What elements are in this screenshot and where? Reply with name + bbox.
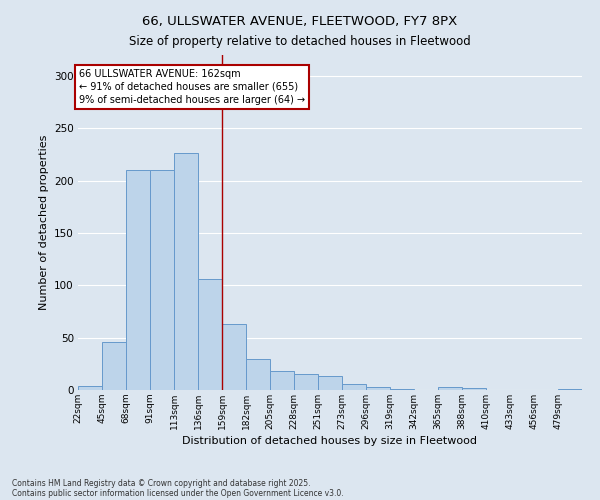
Text: 66, ULLSWATER AVENUE, FLEETWOOD, FY7 8PX: 66, ULLSWATER AVENUE, FLEETWOOD, FY7 8PX	[142, 15, 458, 28]
Bar	[150, 170, 174, 390]
Text: Contains HM Land Registry data © Crown copyright and database right 2025.: Contains HM Land Registry data © Crown c…	[12, 478, 311, 488]
Bar	[318, 376, 342, 390]
Bar	[222, 324, 246, 390]
Bar	[126, 170, 150, 390]
Bar	[462, 388, 486, 390]
Bar	[198, 279, 222, 390]
Bar	[174, 154, 198, 390]
Bar	[438, 387, 462, 390]
Bar	[78, 386, 102, 390]
Bar	[342, 384, 366, 390]
Text: Size of property relative to detached houses in Fleetwood: Size of property relative to detached ho…	[129, 35, 471, 48]
Text: Contains public sector information licensed under the Open Government Licence v3: Contains public sector information licen…	[12, 488, 344, 498]
Bar	[390, 389, 414, 390]
Bar	[558, 389, 582, 390]
Bar	[366, 387, 390, 390]
Y-axis label: Number of detached properties: Number of detached properties	[38, 135, 49, 310]
Text: 66 ULLSWATER AVENUE: 162sqm
← 91% of detached houses are smaller (655)
9% of sem: 66 ULLSWATER AVENUE: 162sqm ← 91% of det…	[79, 68, 305, 105]
Bar	[294, 374, 318, 390]
Bar	[270, 371, 294, 390]
Bar	[246, 358, 270, 390]
X-axis label: Distribution of detached houses by size in Fleetwood: Distribution of detached houses by size …	[182, 436, 478, 446]
Bar	[102, 342, 126, 390]
